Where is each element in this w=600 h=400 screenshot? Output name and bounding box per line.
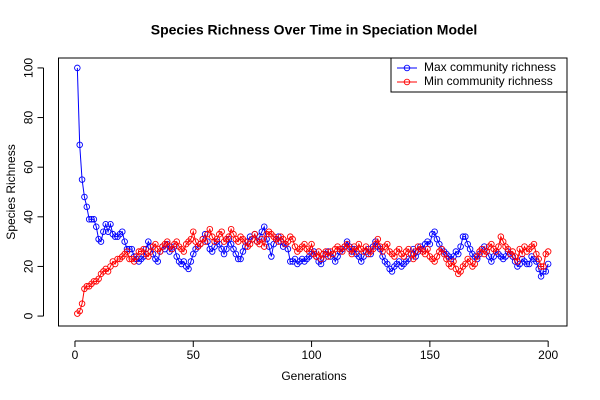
data-point <box>74 64 81 72</box>
data-point <box>450 258 457 265</box>
data-point <box>495 243 502 250</box>
data-point <box>268 253 275 260</box>
data-point <box>78 300 86 307</box>
x-tick-label: 0 <box>72 348 79 362</box>
y-tick-label: 60 <box>22 160 36 174</box>
data-point <box>260 223 268 230</box>
data-point <box>218 228 225 235</box>
y-tick-label: 40 <box>22 210 36 224</box>
legend-marker <box>403 64 411 72</box>
data-point <box>78 176 86 183</box>
x-tick-label: 100 <box>302 348 322 362</box>
data-point <box>289 235 296 243</box>
data-point <box>525 260 533 268</box>
data-point <box>76 141 83 149</box>
data-point <box>234 255 242 263</box>
data-point <box>107 221 114 228</box>
data-point <box>431 228 438 235</box>
legend-label: Max community richness <box>424 60 556 74</box>
data-point <box>455 250 462 258</box>
data-point <box>237 255 244 263</box>
legend-box <box>390 57 568 93</box>
data-point <box>537 263 545 270</box>
data-point <box>154 258 162 265</box>
y-tick-label: 20 <box>22 259 36 273</box>
data-point <box>540 263 547 270</box>
data-point <box>76 307 83 315</box>
data-point <box>81 193 88 201</box>
x-tick-label: 200 <box>538 348 558 362</box>
data-point <box>223 245 230 253</box>
legend-marker <box>403 78 411 86</box>
data-point <box>374 235 382 243</box>
data-point <box>535 255 542 263</box>
data-point <box>88 216 95 223</box>
x-tick-label: 150 <box>420 348 440 362</box>
x-axis-label: Generations <box>281 369 346 383</box>
data-point <box>462 233 469 240</box>
data-point <box>424 245 431 253</box>
data-point <box>308 240 315 248</box>
data-point <box>258 235 266 243</box>
data-point <box>190 228 197 235</box>
data-point <box>187 258 195 265</box>
plot-box <box>58 57 568 327</box>
data-point <box>97 238 105 245</box>
data-point <box>544 248 552 255</box>
y-tick-label: 0 <box>22 312 36 319</box>
y-tick-label: 80 <box>22 111 36 125</box>
data-point <box>119 228 126 235</box>
legend-label: Min community richness <box>424 74 553 88</box>
data-point <box>471 260 479 268</box>
y-tick-label: 100 <box>22 58 36 78</box>
data-point <box>85 216 93 223</box>
data-point <box>514 258 521 265</box>
data-point <box>384 240 391 248</box>
data-point <box>251 230 259 238</box>
data-point <box>206 225 214 233</box>
y-axis-label: Species Richness <box>4 144 18 239</box>
data-point <box>185 265 192 273</box>
chart-title: Species Richness Over Time in Speciation… <box>151 22 478 38</box>
data-point <box>180 248 188 255</box>
data-point <box>201 238 209 245</box>
data-point <box>90 216 98 223</box>
data-point <box>410 255 417 263</box>
data-point <box>83 203 91 211</box>
data-point <box>362 243 370 250</box>
data-point <box>530 240 538 248</box>
data-point <box>100 228 107 235</box>
data-point <box>121 238 128 245</box>
x-tick-label: 50 <box>187 348 201 362</box>
data-point <box>459 233 467 240</box>
data-point <box>93 223 100 230</box>
data-point <box>457 243 464 250</box>
data-point <box>123 248 131 255</box>
data-point <box>102 221 109 228</box>
data-point <box>523 260 531 268</box>
data-point <box>260 243 268 250</box>
